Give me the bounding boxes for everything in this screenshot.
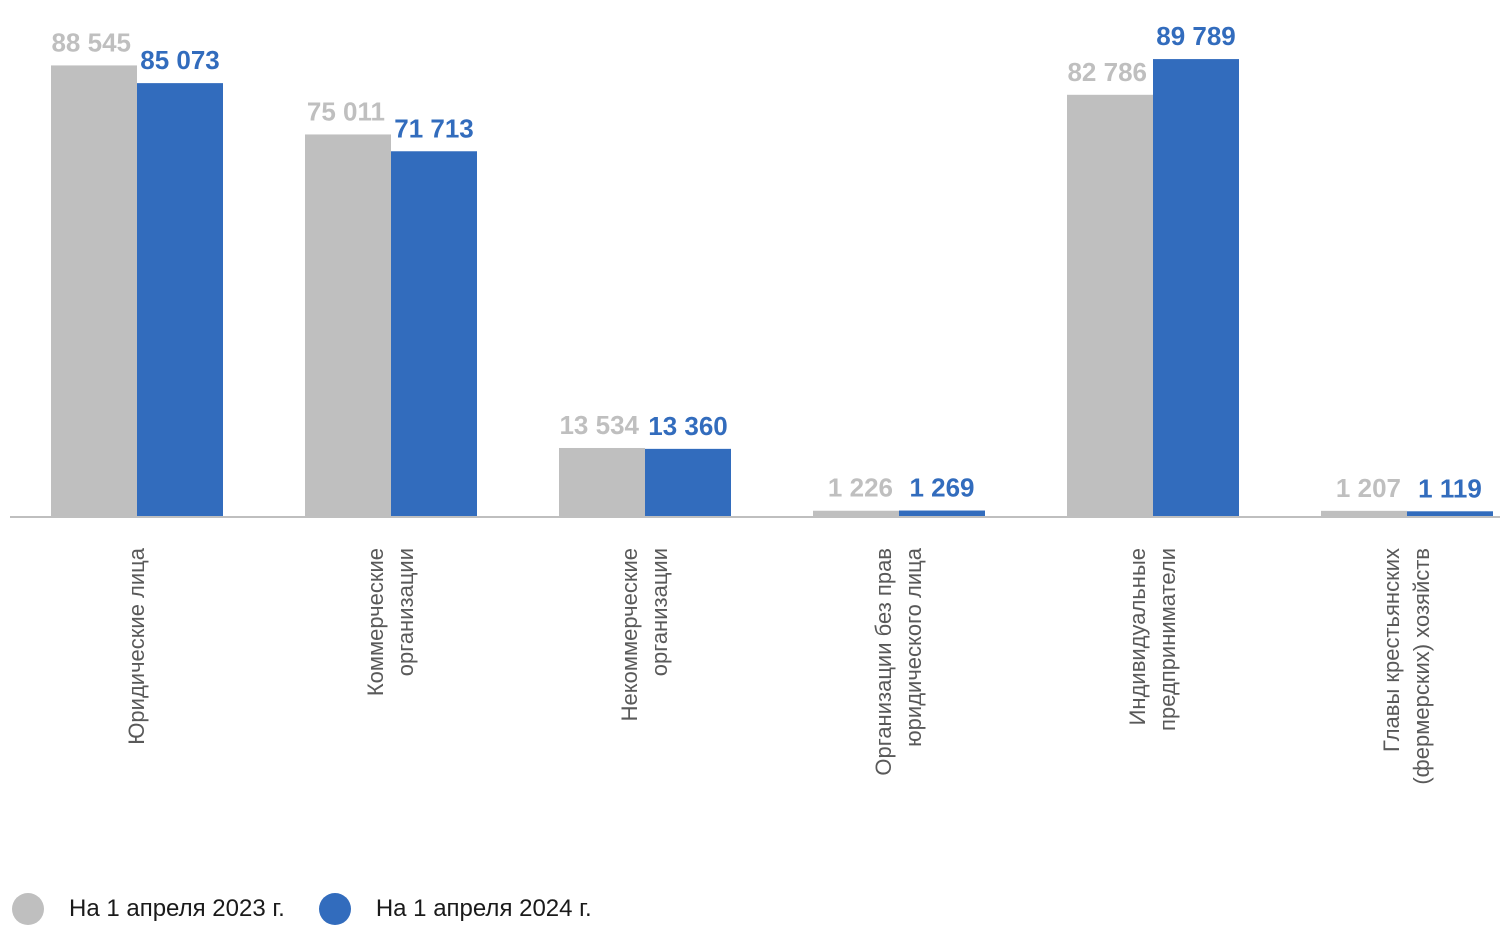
category-label-1: Коммерческие организации xyxy=(363,548,418,696)
value-label-s2-3: 1 269 xyxy=(909,473,974,503)
bar-s1-0 xyxy=(51,65,137,517)
bar-s1-2 xyxy=(559,447,645,517)
bar-s2-5 xyxy=(1407,511,1493,517)
category-label-line: Индивидуальные xyxy=(1125,548,1150,725)
bar-s1-3 xyxy=(813,510,899,517)
category-label-line: Юридические лица xyxy=(124,547,149,745)
category-label-line: юридического лица xyxy=(901,547,926,747)
category-label-line: Коммерческие xyxy=(363,548,388,696)
legend-swatch-2024 xyxy=(318,893,351,925)
legend-swatch-2023 xyxy=(12,893,44,925)
category-label-0: Юридические лица xyxy=(124,547,149,745)
legend-item-2023: На 1 апреля 2023 г. xyxy=(12,893,285,925)
value-label-s2-4: 89 789 xyxy=(1156,21,1236,51)
bar-s2-3 xyxy=(899,510,985,517)
value-label-s1-4: 82 786 xyxy=(1067,57,1147,87)
legend-label-2023: На 1 апреля 2023 г. xyxy=(69,895,285,922)
bar-s2-0 xyxy=(137,83,223,518)
value-label-s1-5: 1 207 xyxy=(1336,473,1401,503)
bar-s2-2 xyxy=(645,448,731,517)
value-label-s1-2: 13 534 xyxy=(559,410,639,440)
category-label-line: Организации без прав xyxy=(871,548,896,776)
value-label-s1-1: 75 011 xyxy=(307,96,385,126)
value-label-s2-1: 71 713 xyxy=(394,113,474,143)
legend-item-2024: На 1 апреля 2024 г. xyxy=(318,893,592,925)
legend-label-2024: На 1 апреля 2024 г. xyxy=(375,895,592,922)
category-label-line: (фермерских) хозяйств xyxy=(1409,548,1434,785)
value-label-s2-0: 85 073 xyxy=(140,45,220,75)
bar-s1-4 xyxy=(1067,94,1153,518)
category-label-line: предприниматели xyxy=(1155,548,1180,731)
bar-s2-1 xyxy=(391,151,477,517)
value-label-s2-2: 13 360 xyxy=(648,411,728,441)
category-label-line: Некоммерческие xyxy=(617,548,642,721)
legend: На 1 апреля 2023 г. На 1 апреля 2024 г. xyxy=(12,893,626,925)
bar-s1-5 xyxy=(1321,510,1407,517)
category-label-3: Организации без прав юридического лица xyxy=(871,547,926,775)
category-label-5: Главы крестьянских (фермерских) хозяйств xyxy=(1379,548,1434,785)
category-label-line: Главы крестьянских xyxy=(1379,548,1404,752)
value-label-s1-0: 88 545 xyxy=(51,27,131,57)
category-label-4: Индивидуальные предприниматели xyxy=(1125,548,1180,731)
category-labels-group: Юридические лица Коммерческие организации Н… xyxy=(124,547,1434,784)
bar-s2-4 xyxy=(1153,59,1239,517)
category-label-2: Некоммерческие организации xyxy=(617,548,672,721)
bar-s1-1 xyxy=(305,134,391,517)
value-label-s2-5: 1 119 xyxy=(1418,473,1482,503)
value-label-s1-3: 1 226 xyxy=(828,473,893,503)
bars-group xyxy=(51,59,1493,518)
category-label-line: организации xyxy=(647,548,672,676)
category-label-line: организации xyxy=(393,548,418,676)
value-labels-group: 88 545 85 073 75 011 71 713 13 534 13 360 1 22… xyxy=(51,21,1481,503)
